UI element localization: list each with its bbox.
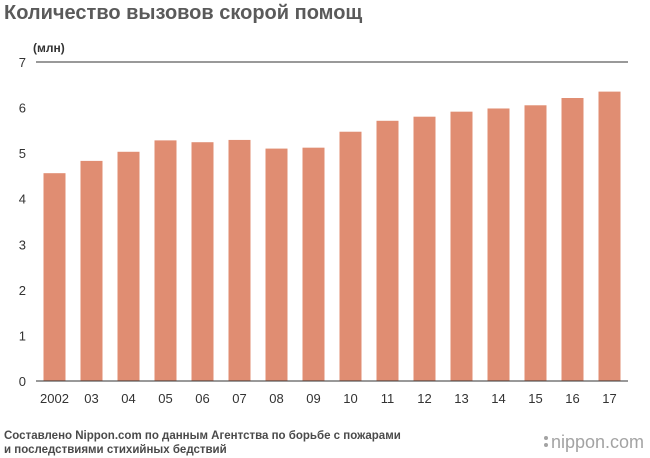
chart-title: Количество вызовов скорой помощ	[4, 2, 363, 24]
y-tick-label: 6	[19, 101, 26, 116]
x-tick-label: 11	[381, 391, 395, 406]
bar-08	[265, 148, 288, 381]
x-axis: 2002 03 04 05 06 07 08 09 10 11 12 13 14 15 16 17	[40, 391, 617, 406]
x-tick-label: 12	[417, 391, 431, 406]
bar-09	[302, 147, 325, 381]
bars	[43, 91, 621, 382]
x-tick-label: 06	[195, 391, 209, 406]
y-tick-label: 2	[19, 283, 26, 298]
x-tick-label: 08	[269, 391, 283, 406]
x-tick-label: 03	[84, 391, 98, 406]
bar-07	[228, 139, 251, 381]
x-tick-label: 14	[491, 391, 505, 406]
x-tick-label: 17	[602, 391, 616, 406]
source-note: Составлено Nippon.com по данным Агентств…	[4, 429, 474, 457]
x-tick-label: 05	[158, 391, 172, 406]
bar-15	[524, 105, 547, 381]
bar-04	[117, 151, 140, 381]
x-tick-label: 09	[306, 391, 320, 406]
brand-name: nippon.com	[550, 432, 644, 452]
source-note-line-1: Составлено Nippon.com по данным Агентств…	[4, 430, 401, 442]
brand-logo: nippon.com	[542, 432, 644, 452]
brand-colon-icon	[542, 433, 550, 449]
y-tick-label: 4	[19, 192, 26, 207]
bar-2002	[43, 173, 66, 381]
y-tick-label: 5	[19, 146, 26, 161]
bar-11	[376, 120, 399, 381]
x-tick-label: 13	[454, 391, 468, 406]
bar-16	[561, 98, 584, 381]
y-tick-label: 3	[19, 237, 26, 252]
x-tick-label: 2002	[40, 391, 69, 406]
x-tick-label: 15	[528, 391, 542, 406]
x-tick-label: 04	[121, 391, 135, 406]
bar-17	[598, 91, 621, 382]
y-axis: 0 1 2 3 4 5 6 7	[19, 55, 26, 389]
bar-06	[191, 142, 214, 381]
x-tick-label: 16	[565, 391, 579, 406]
y-tick-label: 7	[19, 55, 26, 70]
bar-05	[154, 140, 177, 381]
y-axis-unit-label: (млн)	[33, 41, 65, 55]
bar-03	[80, 160, 103, 381]
y-tick-label: 1	[19, 328, 26, 343]
bar-10	[339, 131, 362, 381]
bar-12	[413, 116, 436, 381]
bar-14	[487, 108, 510, 381]
source-note-line-2: и последствиями стихийных бедствий	[4, 444, 227, 456]
bar-13	[450, 111, 473, 382]
x-tick-label: 10	[343, 391, 357, 406]
x-tick-label: 07	[232, 391, 246, 406]
y-tick-label: 0	[19, 374, 26, 389]
